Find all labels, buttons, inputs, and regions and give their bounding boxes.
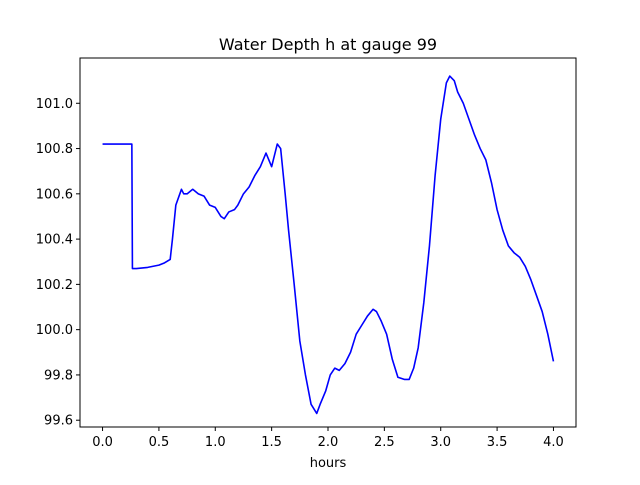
chart-title: Water Depth h at gauge 99 [219, 35, 437, 54]
axis-ticks: 0.0 0.5 1.0 1.5 2.0 2.5 3.0 3.5 4.0 99.6 99.8 100.0… [36, 97, 564, 450]
y-tick-label: 100.8 [36, 142, 73, 157]
x-tick-label: 3.5 [487, 435, 508, 450]
water-depth-line [102, 75, 555, 415]
x-tick-label: 2.0 [318, 435, 339, 450]
x-tick-label: 4.0 [543, 435, 564, 450]
y-tick-label: 101.0 [36, 97, 73, 112]
plot-frame [79, 57, 577, 428]
y-tick-label: 99.8 [44, 368, 73, 383]
y-tick-label: 100.6 [36, 187, 73, 202]
x-tick-label: 0.5 [149, 435, 170, 450]
x-tick-label: 1.0 [205, 435, 226, 450]
y-tick-label: 100.4 [36, 233, 73, 248]
x-tick-label: 0.0 [92, 435, 113, 450]
y-tick-label: 100.2 [36, 278, 73, 293]
x-tick-label: 1.5 [261, 435, 282, 450]
y-tick-label: 99.6 [44, 414, 73, 429]
x-tick-label: 2.5 [374, 435, 395, 450]
plot-lines [102, 75, 555, 415]
x-axis-label: hours [310, 456, 347, 471]
y-tick-label: 100.0 [36, 323, 73, 338]
x-tick-label: 3.0 [430, 435, 451, 450]
